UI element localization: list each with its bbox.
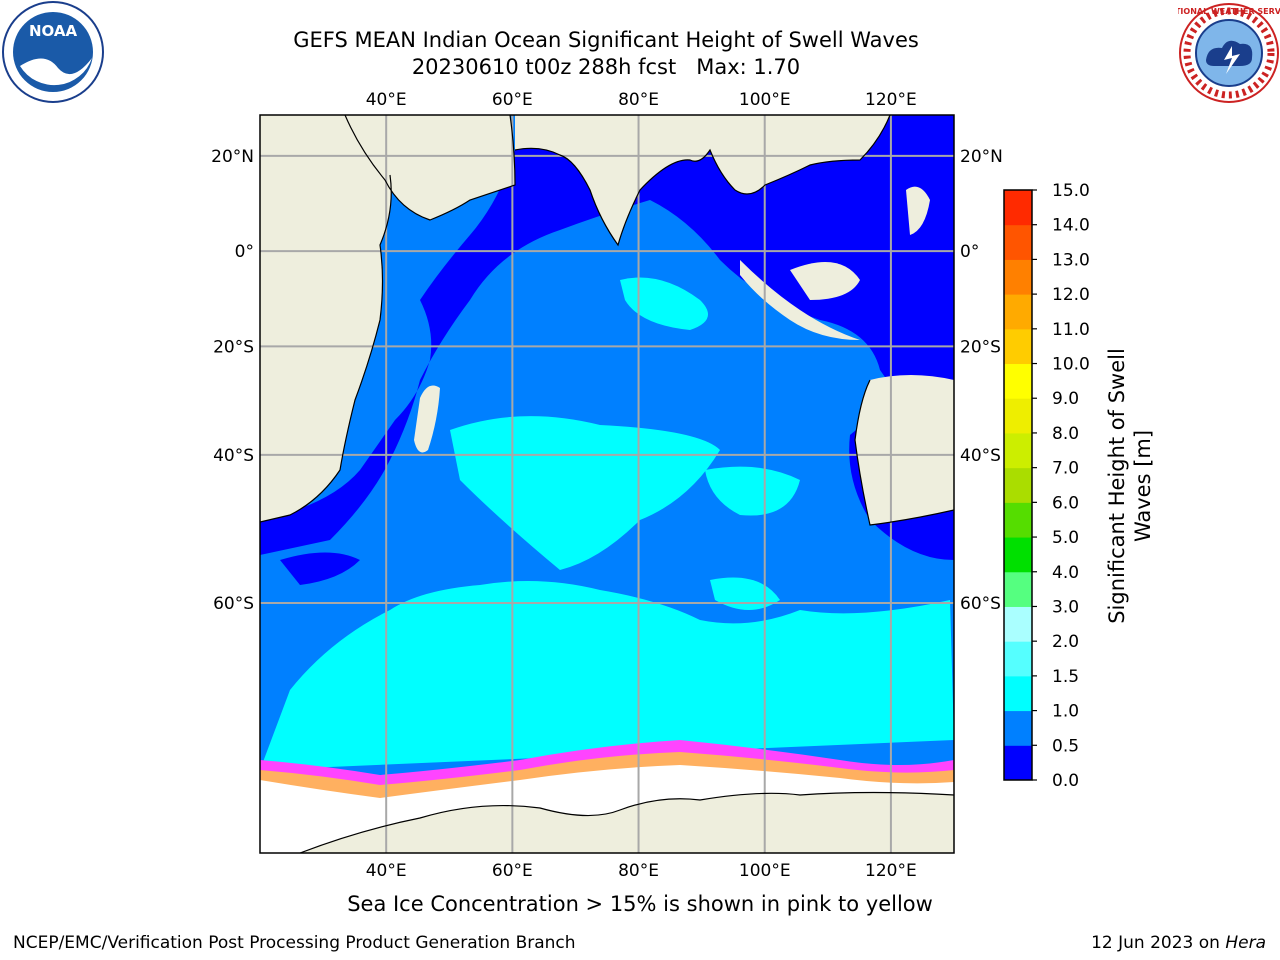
colorbar-tick-label: 0.0 [1052, 771, 1079, 791]
lon-tick-label: 100°E [739, 861, 791, 881]
colorbar-swatch [1004, 745, 1032, 781]
sea-ice-note: Sea Ice Concentration > 15% is shown in … [347, 892, 933, 916]
lon-tick-labels-bottom: 40°E 60°E 80°E 100°E 120°E [366, 861, 917, 881]
colorbar-tick-label: 13.0 [1052, 250, 1090, 270]
colorbar-swatch [1004, 259, 1032, 295]
colorbar-swatch [1004, 502, 1032, 538]
colorbar-tick-label: 6.0 [1052, 493, 1079, 513]
colorbar-tick-label: 14.0 [1052, 216, 1090, 236]
lat-tick-label: 20°S [213, 337, 254, 357]
colorbar-tick-label: 0.5 [1052, 736, 1079, 756]
colorbar-swatch [1004, 571, 1032, 607]
colorbar-swatch [1004, 294, 1032, 330]
sea-ice-band [260, 740, 954, 853]
lon-tick-label: 40°E [366, 861, 407, 881]
map-frame [259, 114, 955, 854]
coastlines [260, 115, 954, 853]
colorbar-tick-label: 3.0 [1052, 597, 1079, 617]
lat-tick-label: 60°S [960, 594, 1001, 614]
lon-tick-label: 60°E [492, 90, 533, 110]
colorbar-tick-label: 11.0 [1052, 320, 1090, 340]
lat-tick-labels-right: 20°N 0° 20°S 40°S 60°S [960, 147, 1003, 614]
colorbar-tick-label: 10.0 [1052, 355, 1090, 375]
colorbar-tick-label: 7.0 [1052, 459, 1079, 479]
lon-tick-labels-top: 40°E 60°E 80°E 100°E 120°E [366, 90, 917, 110]
lon-tick-label: 60°E [492, 861, 533, 881]
lat-tick-label: 40°S [213, 446, 254, 466]
noaa-logo: NOAA [2, 1, 104, 103]
nws-logo: NATIONAL WEATHER SERVICE [1178, 3, 1280, 103]
colorbar-swatch [1004, 224, 1032, 260]
footer-machine: Hera [1225, 933, 1266, 953]
colorbar-frame [1003, 189, 1033, 781]
lat-tick-label: 40°S [960, 446, 1001, 466]
nws-logo-text: NATIONAL WEATHER SERVICE [1178, 7, 1280, 16]
colorbar-tick-label: 5.0 [1052, 528, 1079, 548]
lon-tick-label: 80°E [618, 861, 659, 881]
colorbar-tick-label: 15.0 [1052, 181, 1090, 201]
colorbar-tick-label: 4.0 [1052, 563, 1079, 583]
lat-tick-labels-left: 20°N 0° 20°S 40°S 60°S [211, 147, 254, 614]
colorbar-swatch [1004, 432, 1032, 469]
colorbar-tick-label: 8.0 [1052, 424, 1079, 444]
lon-tick-label: 120°E [865, 90, 917, 110]
lat-tick-label: 60°S [213, 594, 254, 614]
map-gridlines [260, 115, 954, 853]
map-title-line2: 20230610 t00z 288h fcst Max: 1.70 [411, 55, 801, 79]
lat-tick-label: 20°S [960, 337, 1001, 357]
colorbar-swatch [1004, 710, 1032, 746]
colorbar-tick-label: 12.0 [1052, 285, 1090, 305]
colorbar-tick-label: 1.0 [1052, 702, 1079, 722]
footer-date-text: 12 Jun 2023 on [1091, 933, 1226, 953]
lat-tick-label: 0° [235, 242, 254, 262]
colorbar-label-line1: Significant Height of Swell [1105, 348, 1129, 624]
colorbar-swatch [1004, 398, 1032, 434]
noaa-logo-text: NOAA [29, 22, 78, 40]
lon-tick-label: 80°E [618, 90, 659, 110]
map-title-line1: GEFS MEAN Indian Ocean Significant Heigh… [293, 28, 919, 52]
footer-credit: NCEP/EMC/Verification Post Processing Pr… [13, 933, 576, 953]
lon-tick-label: 100°E [739, 90, 791, 110]
footer-date: 12 Jun 2023 on Hera [1091, 932, 1266, 954]
lat-tick-label: 20°N [211, 147, 254, 167]
lon-tick-label: 40°E [366, 90, 407, 110]
lat-tick-label: 20°N [960, 147, 1003, 167]
map-plot-area [260, 115, 954, 853]
colorbar-swatch [1004, 675, 1032, 712]
colorbar-label-line2: Waves [m] [1131, 430, 1155, 542]
lat-tick-label: 0° [960, 242, 979, 262]
colorbar-swatch [1004, 641, 1032, 677]
colorbar: 0.0 0.5 1.0 1.5 2.0 3.0 4.0 5.0 6.0 7.0 8.0 9.0 10.0… [1003, 181, 1090, 791]
colorbar-swatch [1004, 363, 1032, 399]
lon-tick-label: 120°E [865, 861, 917, 881]
colorbar-tick-label: 1.5 [1052, 667, 1079, 687]
colorbar-tick-label: 9.0 [1052, 389, 1079, 409]
colorbar-swatch [1004, 328, 1032, 365]
colorbar-swatch [1004, 537, 1032, 573]
colorbar-tick-label: 2.0 [1052, 632, 1079, 652]
colorbar-swatch [1004, 190, 1032, 226]
colorbar-swatch [1004, 606, 1032, 642]
colorbar-swatch [1004, 467, 1032, 503]
